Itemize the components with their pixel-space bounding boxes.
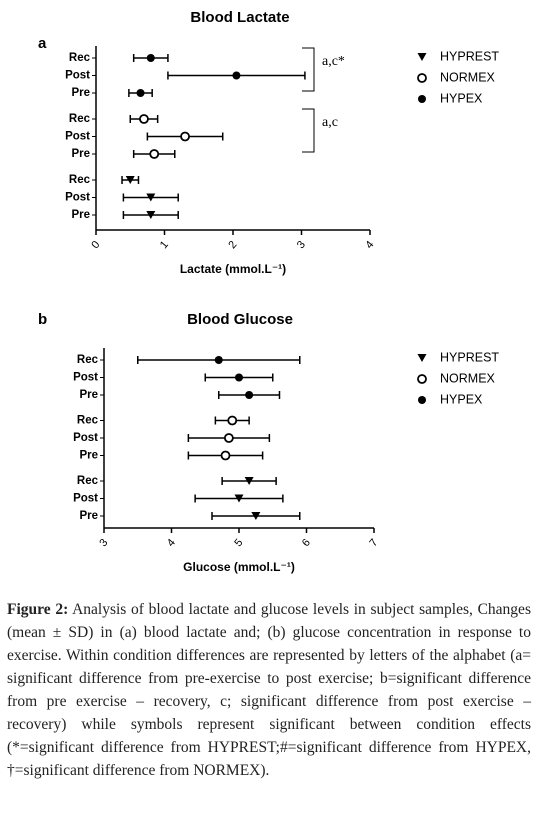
marker-triangle [251, 512, 261, 520]
y-tick-label: Rec [77, 354, 99, 366]
x-tick-label: 0 [89, 239, 102, 251]
y-tick-label: Pre [79, 450, 98, 462]
x-tick-label: 4 [165, 537, 178, 549]
figure: Blood Lactate a 0 1 2 3 4 Lactate (mmol.L⁻¹) Rec… [38, 9, 499, 574]
caption-text: Analysis of blood lactate and glucose le… [7, 601, 531, 779]
marker-open-circle [417, 374, 427, 384]
y-tick-label: Rec [69, 113, 91, 125]
y-tick-label: Rec [69, 174, 91, 186]
marker-triangle [146, 211, 156, 219]
y-tick-label: Pre [79, 389, 98, 401]
x-tick-label: 1 [158, 239, 171, 251]
caption: Figure 2: Analysis of blood lactate and … [7, 598, 531, 782]
x-axis-label: Glucose (mmol.L⁻¹) [183, 560, 295, 574]
marker-circle [245, 391, 254, 399]
legend-label: HYPREST [440, 350, 499, 364]
marker-open-circle [180, 131, 190, 142]
marker-open-circle [227, 415, 238, 426]
marker-open-circle [139, 114, 149, 124]
marker-circle [232, 71, 241, 80]
marker-circle [418, 95, 426, 103]
marker-open-circle [223, 433, 234, 443]
marker-circle [235, 373, 243, 382]
y-tick-label: Pre [71, 209, 90, 221]
legend-label: NORMEX [440, 371, 496, 385]
marker-open-circle [220, 450, 231, 461]
chart-title: Blood Glucose [187, 311, 293, 328]
marker-triangle [417, 53, 427, 61]
x-tick-label: 4 [363, 239, 376, 251]
legend-label: NORMEX [440, 70, 496, 84]
x-tick-label: 5 [232, 537, 245, 549]
annotation: a,c* [322, 54, 345, 69]
x-tick-label: 7 [367, 537, 380, 549]
chart-title: Blood Lactate [190, 9, 289, 26]
y-tick-label: Post [73, 372, 98, 384]
y-tick-label: Rec [77, 415, 99, 427]
marker-open-circle [149, 149, 160, 159]
y-tick-label: Post [65, 131, 90, 143]
marker-circle [146, 54, 155, 62]
x-tick-label: 6 [300, 537, 313, 549]
x-axis-label: Lactate (mmol.L⁻¹) [180, 262, 286, 276]
marker-triangle [244, 477, 254, 485]
annotation: a,c [322, 115, 338, 130]
marker-triangle [417, 354, 427, 362]
marker-open-circle [417, 73, 427, 83]
y-tick-label: Post [65, 192, 90, 204]
legend-label: HYPREST [440, 49, 499, 63]
x-tick-label: 2 [226, 239, 239, 251]
y-tick-label: Pre [71, 87, 90, 99]
y-tick-label: Post [73, 493, 98, 505]
legend-label: HYPEX [440, 91, 483, 105]
bracket [302, 108, 315, 153]
x-tick-label: 3 [295, 239, 308, 251]
marker-circle [214, 356, 223, 364]
marker-triangle [146, 193, 156, 202]
marker-circle [136, 89, 145, 97]
y-tick-label: Rec [69, 52, 91, 64]
y-tick-label: Pre [71, 148, 90, 160]
y-tick-label: Rec [77, 475, 99, 487]
marker-triangle [234, 494, 244, 503]
y-tick-label: Pre [79, 510, 98, 522]
panel-label: a [38, 35, 47, 52]
x-tick-label: 3 [97, 537, 110, 549]
legend-label: HYPEX [440, 392, 483, 406]
bracket [302, 47, 315, 92]
y-tick-label: Post [65, 70, 90, 82]
marker-triangle [125, 176, 135, 184]
marker-circle [418, 396, 426, 404]
caption-label: Figure 2: [7, 601, 69, 618]
y-tick-label: Post [73, 432, 98, 444]
panel-label: b [38, 311, 47, 328]
